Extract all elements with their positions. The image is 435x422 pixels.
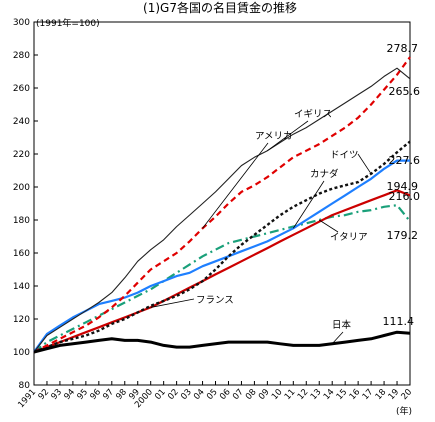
series-line bbox=[33, 204, 411, 353]
end-value-label: 111.4 bbox=[383, 315, 415, 328]
label-leader-line bbox=[319, 219, 339, 233]
label-leader-line bbox=[267, 120, 309, 152]
y-tick-label: 240 bbox=[13, 117, 30, 127]
y-tick-label: 100 bbox=[13, 348, 30, 358]
label-leader-line bbox=[202, 142, 269, 229]
chart-title: (1)G7各国の名目賃金の推移 bbox=[143, 0, 297, 15]
y-tick-label: 260 bbox=[13, 84, 30, 94]
end-value-label: 227.6 bbox=[389, 154, 421, 167]
y-tick-label: 80 bbox=[19, 381, 31, 391]
y-unit-label: (1991年=100) bbox=[36, 17, 100, 29]
x-tick-label: 20 bbox=[400, 387, 415, 402]
series-line bbox=[33, 56, 411, 353]
end-value-label: 278.7 bbox=[387, 42, 419, 55]
series-line bbox=[33, 189, 411, 354]
end-value-label: 179.2 bbox=[387, 229, 419, 242]
series-line bbox=[33, 67, 411, 353]
y-tick-label: 120 bbox=[13, 315, 30, 325]
series-name-label: 日本 bbox=[332, 319, 352, 331]
series-line bbox=[33, 159, 410, 353]
y-tick-label: 200 bbox=[13, 183, 30, 193]
end-value-label: 265.6 bbox=[389, 85, 421, 98]
y-tick-label: 160 bbox=[13, 249, 30, 259]
y-tick-label: 220 bbox=[13, 150, 30, 160]
series-line bbox=[33, 140, 411, 354]
y-tick-label: 280 bbox=[13, 51, 30, 61]
y-tick-label: 180 bbox=[13, 216, 30, 226]
y-tick-label: 300 bbox=[13, 18, 30, 28]
label-leader-line bbox=[357, 153, 372, 175]
x-unit-label: (年) bbox=[396, 405, 412, 417]
series-name-label: アメリカ bbox=[255, 131, 293, 142]
end-value-label: 216.0 bbox=[389, 190, 421, 203]
label-leader-line bbox=[331, 331, 344, 345]
series-name-label: イタリア bbox=[330, 232, 368, 243]
end-value-label: 194.9 bbox=[387, 180, 419, 193]
label-leader-line bbox=[150, 298, 195, 308]
series-line bbox=[33, 330, 411, 354]
plot-frame bbox=[33, 21, 411, 386]
series-name-label: ドイツ bbox=[330, 150, 359, 161]
series-name-label: フランス bbox=[196, 295, 234, 306]
series-name-label: カナダ bbox=[310, 168, 339, 180]
y-tick-label: 140 bbox=[13, 282, 30, 292]
series-name-label: イギリス bbox=[294, 109, 332, 120]
label-leader-line bbox=[292, 180, 325, 229]
series-layer bbox=[33, 56, 411, 354]
